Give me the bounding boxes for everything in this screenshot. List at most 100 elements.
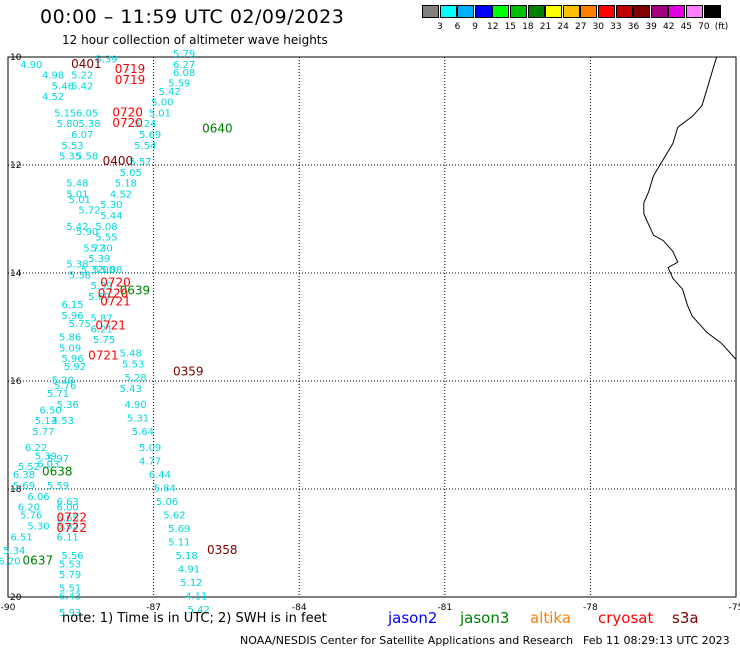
wave-height-value: 5.79 (173, 49, 195, 60)
map-title: 00:00 – 11:59 UTC 02/09/2023 (40, 6, 345, 28)
wave-height-value: 5.01 (149, 108, 171, 119)
wave-height-value: 6.03 (37, 459, 59, 470)
pass-time-label: 0719 (115, 73, 146, 87)
wave-height-value: 5.87 (91, 314, 113, 325)
pass-time-label: 0358 (207, 543, 238, 557)
pass-time-label: 0720 (112, 105, 143, 119)
colorbar-swatch (422, 5, 439, 18)
wave-height-value: 5.00 (93, 265, 115, 276)
wave-height-value: 5.75 (93, 335, 115, 346)
colorbar-label: 15 (504, 22, 517, 32)
wave-height-value: 5.42 (158, 87, 180, 98)
wave-height-value: 5.09 (59, 343, 81, 354)
wave-height-value: 6.20 (0, 557, 21, 568)
wave-height-value: 5.00 (151, 98, 173, 109)
colorbar-swatch (615, 5, 633, 18)
colorbar-label: 45 (680, 22, 693, 32)
wave-height-value: 4.52 (110, 189, 132, 200)
colorbar-swatch (598, 5, 615, 18)
wave-height-value: 5.05 (120, 168, 142, 179)
wave-height-value: 4.90 (124, 400, 146, 411)
colorbar-label: (ft) (714, 22, 729, 32)
wave-height-value: 5.53 (61, 141, 83, 152)
legend: note: 1) Time is in UTC; 2) SWH is in fe… (62, 611, 327, 626)
wave-height-value: 5.39 (91, 281, 113, 292)
colorbar-swatch (439, 5, 457, 18)
colorbar-swatch (633, 5, 651, 18)
wave-height-value: 5.57 (129, 157, 151, 168)
wave-height-value: 6.06 (27, 492, 49, 503)
wave-height-value: 5.31 (127, 414, 149, 425)
coastline (643, 56, 737, 360)
wave-height-value: 5.76 (20, 511, 42, 522)
wave-height-value: 5.12 (180, 578, 202, 589)
wave-height-value: 5.43 (120, 384, 142, 395)
wave-height-value: 5.38 (66, 260, 88, 271)
y-tick-label: 20 (10, 593, 22, 603)
wave-height-value: 5.20 (52, 376, 74, 387)
colorbar-label: 42 (662, 22, 675, 32)
pass-time-label: 0720 (112, 116, 143, 130)
wave-height-value: 5.13 (35, 416, 57, 427)
wave-height-value: 5.39 (88, 254, 110, 265)
wave-height-value: 5.48 (66, 179, 88, 190)
colorbar-label: 12 (486, 22, 499, 32)
x-tick-label: -78 (583, 603, 598, 613)
colorbar-swatch (668, 5, 686, 18)
wave-height-value: 4.98 (42, 71, 64, 82)
wave-height-value: 5.71 (47, 389, 69, 400)
colorbar-label: 3 (437, 22, 443, 32)
colorbar-swatch (545, 5, 563, 18)
wave-height-value: 5.93 (59, 608, 81, 619)
wave-height-value: 5.65 (57, 513, 79, 524)
wave-height-value: 5.58 (76, 152, 98, 163)
wave-height-value: 4.11 (185, 592, 207, 603)
x-tick-label: -81 (437, 603, 452, 613)
x-tick-label: -87 (146, 603, 161, 613)
pass-time-label: 0637 (23, 554, 54, 568)
wave-height-value: 5.28 (124, 373, 146, 384)
wave-height-value: 6.27 (173, 60, 195, 71)
y-tick-label: 12 (10, 161, 21, 171)
pass-time-label: 0640 (202, 122, 233, 136)
wave-height-value: 5.80 (57, 119, 79, 130)
wave-height-value: 5.32 (81, 265, 103, 276)
coastline-path (643, 56, 737, 360)
y-tick-label: 14 (10, 269, 22, 279)
wave-height-value: 5.09 (139, 443, 161, 454)
pass-time-label: 0722 (57, 510, 88, 524)
colorbar-label: 24 (557, 22, 569, 32)
legend-note: note: 1) Time is in UTC; 2) SWH is in fe… (62, 611, 327, 626)
wave-height-value: 6.44 (149, 470, 171, 481)
map-subtitle: 12 hour collection of altimeter wave hei… (62, 33, 328, 47)
wave-height-value: 5.01 (66, 189, 88, 200)
colorbar-label: 6 (454, 22, 461, 32)
wave-height-value: 6.51 (10, 532, 32, 543)
wave-height-value: 6.38 (13, 470, 35, 481)
wave-height-value: 5.06 (156, 497, 178, 508)
legend-sat-s3a: s3a (672, 609, 699, 627)
legend-sat-altika: altika (530, 609, 572, 627)
wave-height-value: 5.42 (188, 605, 210, 616)
colorbar-label: 21 (539, 22, 552, 32)
wave-height-value: 5.92 (57, 522, 79, 533)
wave-height-value: 5.30 (100, 200, 122, 211)
wave-height-value: 4.52 (42, 92, 64, 103)
wave-height-value: 5.39 (95, 54, 117, 65)
wave-height-value: 5.92 (64, 362, 86, 373)
wave-height-value: 5.18 (115, 179, 137, 190)
wave-height-value: 5.48 (120, 349, 142, 360)
wave-height-value: 5.90 (76, 227, 98, 238)
wave-height-value: 5.55 (95, 233, 117, 244)
colorbar-swatch (527, 5, 545, 18)
wave-height-value: 5.08 (95, 222, 117, 233)
wave-height-value: 6.08 (173, 68, 195, 79)
wave-height-value: 5.77 (32, 427, 54, 438)
pass-time-label: 0721 (100, 294, 131, 308)
wave-height-value: 6.20 (18, 503, 40, 514)
wave-height-value: 5.42 (66, 222, 88, 233)
wave-height-value: 5.18 (175, 551, 197, 562)
wave-height-value: 5.84 (154, 484, 176, 495)
wave-height-value: 5.46 (52, 81, 74, 92)
